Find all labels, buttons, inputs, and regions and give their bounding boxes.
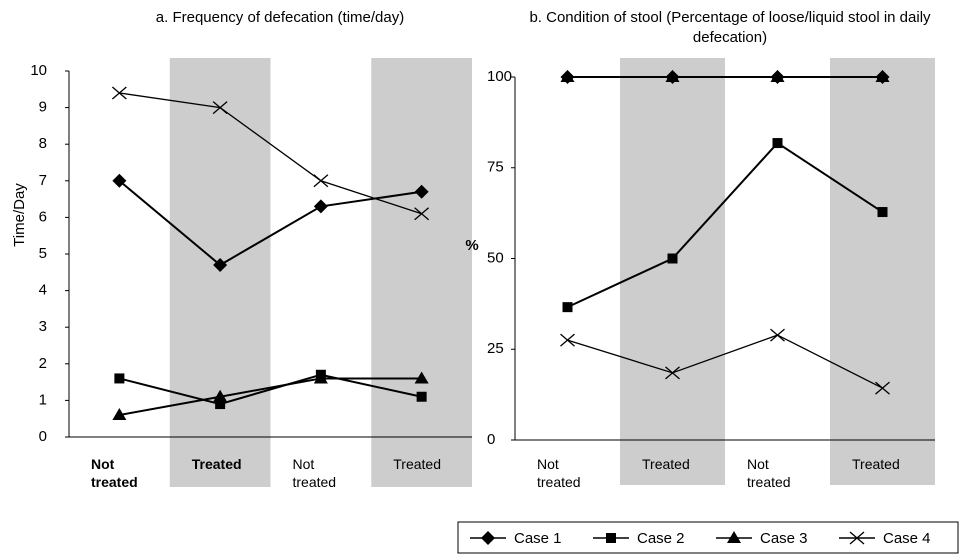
marker-x	[212, 101, 228, 115]
marker-square	[877, 207, 888, 218]
y-tick-label: 4	[39, 282, 47, 299]
marker-x	[849, 531, 865, 545]
marker-triangle	[875, 70, 890, 82]
chart-title: b. Condition of stool (Percentage of loo…	[529, 9, 931, 46]
series-line	[567, 141, 884, 309]
marker-x	[414, 207, 430, 221]
marker-square	[667, 253, 678, 264]
marker-triangle	[727, 531, 741, 543]
y-tick-label: 75	[487, 159, 504, 176]
y-tick-label: 2	[39, 355, 47, 372]
marker-x	[770, 328, 785, 342]
marker-triangle	[560, 70, 575, 82]
marker-x	[313, 174, 329, 188]
y-tick-label: 0	[487, 431, 495, 448]
y-tick-label: 100	[487, 68, 512, 85]
x-tick-label: Not treated	[537, 456, 581, 490]
marker-square	[606, 533, 616, 543]
x-tick-label: Treated	[852, 456, 900, 472]
shaded-band	[371, 58, 472, 487]
x-tick-label: Treated	[393, 456, 441, 472]
y-tick-label: 10	[30, 62, 47, 79]
y-tick-label: 3	[39, 318, 47, 335]
y-tick-label: 7	[39, 172, 47, 189]
marker-triangle	[665, 70, 680, 82]
marker-x	[560, 333, 575, 347]
marker-x	[665, 366, 680, 380]
series-line	[119, 377, 422, 417]
y-tick-label: 25	[487, 340, 504, 357]
legend-label: Case 4	[883, 530, 931, 547]
x-tick-label: Treated	[642, 456, 690, 472]
x-tick-label: Treated	[191, 456, 242, 472]
marker-square	[416, 391, 427, 402]
y-axis-label: Time/Day	[11, 183, 28, 247]
chart-title: a. Frequency of defecation (time/day)	[155, 9, 405, 26]
y-tick-label: 6	[39, 208, 47, 225]
marker-square	[562, 302, 573, 313]
series-line	[567, 334, 883, 389]
y-tick-label: 1	[39, 391, 47, 408]
marker-square	[772, 138, 783, 149]
shaded-band	[169, 58, 271, 487]
marker-diamond	[481, 531, 495, 545]
marker-triangle	[313, 371, 328, 384]
y-tick-label: 0	[39, 428, 47, 445]
x-tick-label: Not treated	[91, 456, 138, 490]
marker-triangle	[112, 408, 127, 421]
shaded-band	[620, 58, 725, 485]
marker-square	[114, 373, 125, 384]
marker-diamond	[313, 199, 328, 214]
marker-x	[111, 86, 127, 100]
marker-triangle	[770, 70, 785, 82]
marker-diamond	[112, 173, 127, 188]
y-tick-label: 8	[39, 135, 47, 152]
x-tick-label: Not treated	[747, 456, 791, 490]
marker-triangle	[213, 389, 228, 402]
y-tick-label: 50	[487, 249, 504, 266]
marker-diamond	[414, 184, 429, 199]
marker-square	[215, 399, 226, 410]
y-axis-label: %	[465, 237, 478, 254]
series-line	[119, 373, 422, 406]
shaded-band	[830, 58, 935, 485]
legend-label: Case 3	[760, 530, 808, 547]
series-line	[119, 92, 422, 215]
y-tick-label: 9	[39, 99, 47, 116]
marker-x	[875, 381, 890, 395]
x-tick-label: Not treated	[292, 456, 337, 490]
y-tick-label: 5	[39, 245, 47, 262]
series-line	[118, 180, 422, 267]
legend-label: Case 2	[637, 530, 685, 547]
marker-triangle	[414, 371, 429, 384]
legend-label: Case 1	[514, 530, 562, 547]
marker-diamond	[213, 257, 228, 272]
